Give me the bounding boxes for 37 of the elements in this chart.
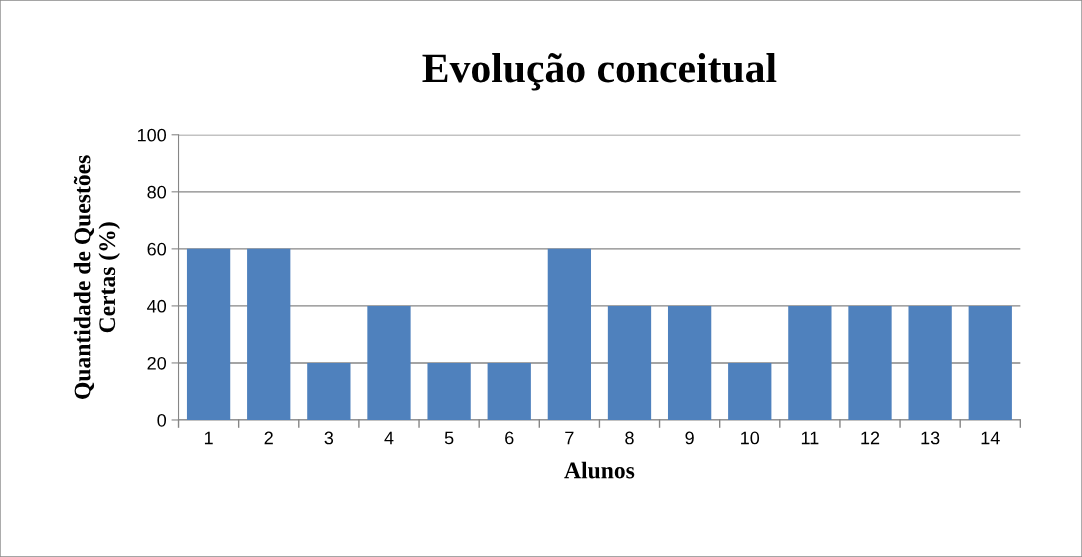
y-tick-label: 60 bbox=[147, 242, 167, 256]
bar bbox=[367, 305, 411, 420]
bar bbox=[247, 248, 291, 420]
x-tick-label: 1 bbox=[204, 431, 213, 445]
y-axis-title: Quantidade de Questões Certas (%) bbox=[73, 155, 120, 399]
bar bbox=[848, 305, 892, 420]
x-tick-label: 5 bbox=[444, 431, 454, 445]
bar bbox=[607, 305, 652, 420]
y-tick-label: 0 bbox=[157, 413, 167, 427]
y-tick-label: 80 bbox=[147, 185, 167, 199]
x-tick-label: 12 bbox=[861, 431, 880, 445]
bar bbox=[307, 362, 351, 420]
y-tick-label: 20 bbox=[147, 356, 167, 370]
bar bbox=[547, 248, 592, 420]
y-tick-label: 100 bbox=[137, 128, 167, 142]
bar bbox=[667, 305, 712, 420]
x-tick-label: 8 bbox=[625, 431, 634, 445]
x-tick-label: 6 bbox=[505, 431, 514, 445]
bar bbox=[968, 305, 1012, 420]
bar bbox=[487, 362, 531, 420]
x-axis-title: Alunos bbox=[564, 461, 635, 479]
x-tick-label: 7 bbox=[565, 431, 574, 445]
bar bbox=[788, 305, 832, 420]
x-tick-label: 11 bbox=[801, 431, 819, 445]
x-tick-label: 10 bbox=[741, 431, 760, 445]
bar bbox=[908, 305, 952, 420]
x-tick-label: 14 bbox=[981, 431, 1000, 445]
x-tick-label: 13 bbox=[921, 431, 940, 445]
bar bbox=[728, 362, 772, 420]
x-tick-label: 4 bbox=[384, 431, 394, 445]
bar bbox=[427, 362, 471, 420]
chart-title: Evolução conceitual bbox=[422, 53, 777, 91]
y-tick-label: 40 bbox=[147, 299, 167, 313]
x-tick-label: 2 bbox=[264, 431, 273, 445]
bar bbox=[186, 248, 231, 420]
x-tick-label: 3 bbox=[324, 431, 334, 445]
x-tick-label: 9 bbox=[685, 431, 694, 445]
